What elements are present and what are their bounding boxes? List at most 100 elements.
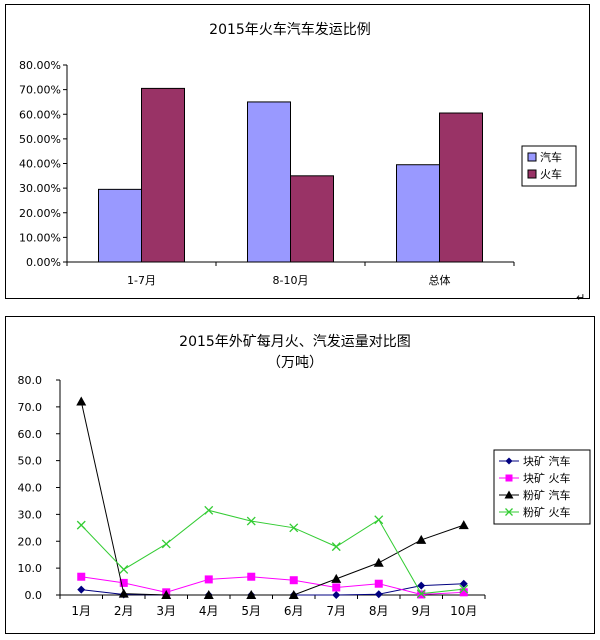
y-tick-label: 20.0 (18, 535, 43, 548)
y-tick-label: 40.00% (19, 158, 61, 171)
triangle-marker (288, 590, 299, 599)
bar (290, 175, 334, 263)
bar-chart-title: 2015年火车汽车发运比例 (209, 21, 371, 38)
diamond-marker (332, 591, 341, 599)
x-marker (246, 516, 256, 526)
x-tick-label: 5月 (241, 604, 261, 618)
x-marker-stroke (246, 516, 256, 526)
triangle-marker (373, 557, 384, 567)
legend-label: 汽车 (540, 150, 562, 164)
legend-label: 粉矿 汽车 (523, 488, 571, 502)
x-marker (204, 505, 214, 515)
y-tick-label: 0.00% (26, 256, 61, 269)
x-tick-label: 6月 (284, 604, 304, 618)
y-tick-label: 10.0 (18, 562, 43, 575)
y-tick-label: 20.00% (19, 207, 61, 220)
line-chart-subtitle: （万吨） (267, 355, 323, 371)
x-marker (505, 508, 513, 516)
y-tick-label: 30.0 (18, 508, 43, 521)
series-line (80, 401, 464, 596)
x-marker-stroke (204, 505, 214, 515)
triangle-marker (246, 590, 257, 599)
bar (439, 112, 483, 263)
x-marker (161, 539, 171, 549)
bar (98, 188, 142, 263)
x-tick-label: 8月 (369, 604, 389, 618)
legend-label: 火车 (540, 167, 562, 181)
bar (247, 101, 291, 263)
diamond-marker (417, 581, 426, 590)
x-marker-stroke (119, 565, 129, 574)
x-tick-label: 3月 (156, 604, 176, 618)
diamond-marker (374, 590, 383, 599)
x-tick-label: 1-7月 (127, 274, 156, 287)
x-tick-label: 9月 (411, 604, 431, 618)
x-tick-label: 10月 (450, 604, 477, 618)
x-tick-label: 4月 (199, 604, 219, 618)
y-tick-label: 50.00% (19, 133, 61, 146)
x-marker-stroke (161, 539, 171, 549)
x-marker-stroke (331, 542, 341, 552)
y-tick-label: 10.00% (19, 231, 61, 244)
triangle-marker (161, 590, 172, 599)
x-tick-label: 总体 (429, 273, 451, 287)
square-marker (247, 572, 256, 581)
square-marker (505, 474, 513, 482)
y-tick-label: 60.0 (18, 428, 43, 441)
bar-chart-bars (98, 87, 483, 263)
bar (396, 164, 440, 263)
x-marker (289, 523, 299, 533)
triangle-marker (331, 573, 342, 583)
triangle-marker (458, 520, 469, 530)
y-tick-label: 70.0 (18, 401, 43, 414)
square-marker (119, 578, 128, 587)
x-tick-label: 7月 (326, 604, 346, 618)
triangle-marker (504, 490, 514, 499)
x-marker-stroke (416, 589, 426, 599)
square-marker (77, 572, 86, 581)
triangle-marker (76, 396, 87, 406)
x-marker-stroke (459, 584, 469, 594)
x-marker (459, 584, 469, 594)
legend-swatch (527, 152, 537, 162)
triangle-marker (118, 588, 129, 598)
y-tick-label: 60.00% (19, 108, 61, 121)
line-chart-title: 2015年外矿每月火、汽发运量对比图 (179, 334, 411, 350)
x-marker-stroke (505, 508, 513, 516)
diamond-marker (459, 579, 468, 588)
x-marker (416, 589, 426, 599)
x-marker (76, 520, 86, 530)
y-tick-label: 50.0 (18, 455, 43, 468)
legend-swatch (527, 169, 537, 179)
series-line (80, 509, 464, 595)
x-marker (331, 542, 341, 552)
legend-label: 块矿 汽车 (523, 454, 571, 468)
diamond-marker (505, 457, 513, 465)
square-marker (374, 579, 383, 588)
y-tick-label: 80.00% (19, 59, 61, 72)
x-tick-label: 1月 (71, 604, 91, 618)
diamond-marker (77, 585, 86, 594)
y-tick-label: 70.00% (19, 84, 61, 97)
line-chart-series (76, 396, 469, 599)
y-tick-label: 80.0 (18, 374, 43, 387)
return-mark: ↵ (576, 291, 585, 304)
y-tick-label: 30.00% (19, 182, 61, 195)
x-marker (374, 515, 384, 525)
legend-label: 块矿 火车 (523, 471, 571, 485)
line-chart-axes: 0.0 10.0 20.0 30.0 40.0 50.0 60.0 70.0 80.0 1月 2月 3… (18, 374, 486, 618)
square-marker (459, 588, 468, 597)
square-marker (204, 575, 213, 584)
bar (141, 87, 185, 263)
series-line (81, 576, 464, 595)
triangle-marker (203, 590, 214, 599)
bar-chart-axes: 0.00% 10.00% 20.00% 30.00% 40.00% 50.00% 60.00… (19, 59, 515, 287)
x-marker-stroke (289, 523, 299, 533)
x-marker (119, 565, 129, 574)
x-marker-stroke (374, 515, 384, 525)
y-tick-label: 40.0 (18, 482, 43, 495)
x-marker-stroke (76, 520, 86, 530)
